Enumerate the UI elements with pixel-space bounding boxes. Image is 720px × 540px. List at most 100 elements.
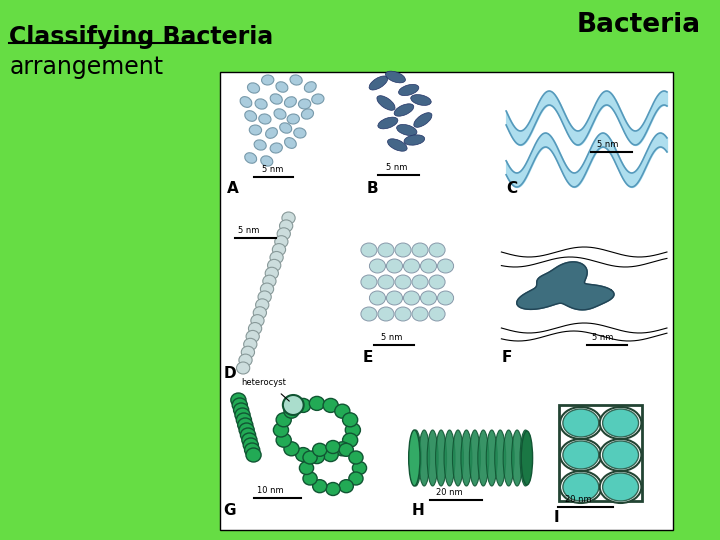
Ellipse shape [282, 212, 295, 224]
Text: G: G [223, 503, 235, 518]
Ellipse shape [277, 228, 290, 240]
Ellipse shape [275, 235, 288, 248]
Ellipse shape [233, 403, 248, 417]
Ellipse shape [284, 97, 297, 107]
Ellipse shape [323, 448, 338, 462]
Ellipse shape [283, 395, 304, 415]
Ellipse shape [420, 291, 436, 305]
Ellipse shape [245, 153, 256, 163]
Text: Classifying Bacteria: Classifying Bacteria [9, 25, 274, 49]
Ellipse shape [335, 404, 350, 418]
Ellipse shape [243, 339, 257, 350]
Ellipse shape [403, 291, 420, 305]
Ellipse shape [563, 473, 599, 501]
Ellipse shape [361, 275, 377, 289]
Ellipse shape [305, 82, 316, 92]
Ellipse shape [469, 430, 480, 486]
Ellipse shape [603, 441, 639, 469]
Ellipse shape [270, 94, 282, 104]
Ellipse shape [258, 291, 271, 303]
Ellipse shape [378, 117, 398, 129]
Ellipse shape [258, 114, 271, 124]
Ellipse shape [414, 113, 432, 127]
Text: 5 nm: 5 nm [597, 140, 618, 149]
Ellipse shape [394, 104, 414, 116]
Ellipse shape [427, 430, 438, 486]
Ellipse shape [284, 442, 299, 456]
Ellipse shape [233, 398, 248, 412]
Ellipse shape [240, 428, 256, 442]
Ellipse shape [238, 418, 253, 432]
Ellipse shape [410, 94, 431, 105]
Ellipse shape [296, 399, 311, 413]
Ellipse shape [369, 291, 385, 305]
Ellipse shape [263, 275, 276, 287]
Ellipse shape [251, 315, 264, 327]
Ellipse shape [438, 291, 454, 305]
Ellipse shape [436, 430, 446, 486]
Text: arrangement: arrangement [9, 55, 163, 79]
Ellipse shape [326, 441, 340, 454]
Ellipse shape [279, 220, 293, 232]
Ellipse shape [486, 430, 498, 486]
Ellipse shape [399, 84, 419, 96]
Text: E: E [362, 350, 373, 365]
Ellipse shape [300, 462, 314, 475]
Ellipse shape [452, 430, 464, 486]
Ellipse shape [600, 407, 642, 439]
Ellipse shape [312, 443, 327, 456]
Ellipse shape [276, 433, 292, 447]
Ellipse shape [444, 430, 455, 486]
Ellipse shape [352, 462, 366, 475]
Ellipse shape [242, 433, 257, 447]
Ellipse shape [346, 423, 361, 437]
Text: 5 nm: 5 nm [593, 333, 613, 342]
Ellipse shape [256, 299, 269, 311]
Ellipse shape [255, 99, 267, 109]
Ellipse shape [377, 96, 395, 110]
Ellipse shape [235, 408, 250, 422]
Ellipse shape [600, 439, 642, 471]
Ellipse shape [343, 433, 358, 447]
Ellipse shape [339, 480, 354, 492]
Ellipse shape [412, 243, 428, 257]
Ellipse shape [274, 423, 289, 437]
Ellipse shape [563, 409, 599, 437]
Ellipse shape [412, 275, 428, 289]
Ellipse shape [361, 243, 377, 257]
Polygon shape [517, 262, 614, 310]
Ellipse shape [478, 430, 489, 486]
Ellipse shape [495, 430, 505, 486]
Ellipse shape [520, 430, 531, 486]
Ellipse shape [265, 267, 279, 279]
Ellipse shape [521, 431, 533, 485]
Text: 5 nm: 5 nm [262, 165, 284, 174]
Text: 5 nm: 5 nm [382, 333, 402, 342]
Ellipse shape [246, 330, 259, 342]
Ellipse shape [284, 138, 297, 148]
Text: heterocyst: heterocyst [241, 378, 286, 387]
Ellipse shape [284, 404, 299, 418]
Ellipse shape [429, 275, 445, 289]
Ellipse shape [266, 127, 277, 138]
Ellipse shape [241, 346, 255, 358]
Ellipse shape [512, 430, 523, 486]
Ellipse shape [270, 252, 283, 264]
Ellipse shape [335, 442, 350, 456]
Ellipse shape [231, 393, 246, 407]
Ellipse shape [272, 244, 286, 255]
Text: Bacteria: Bacteria [577, 12, 701, 38]
Ellipse shape [312, 94, 324, 104]
Ellipse shape [303, 451, 317, 464]
Ellipse shape [397, 124, 417, 136]
Ellipse shape [239, 423, 254, 437]
Ellipse shape [603, 473, 639, 501]
Ellipse shape [303, 472, 317, 485]
Ellipse shape [312, 480, 327, 492]
Ellipse shape [403, 259, 420, 273]
Text: 20 nm: 20 nm [564, 495, 591, 504]
Ellipse shape [503, 430, 514, 486]
Ellipse shape [236, 413, 251, 427]
Ellipse shape [270, 143, 282, 153]
Ellipse shape [326, 483, 340, 496]
